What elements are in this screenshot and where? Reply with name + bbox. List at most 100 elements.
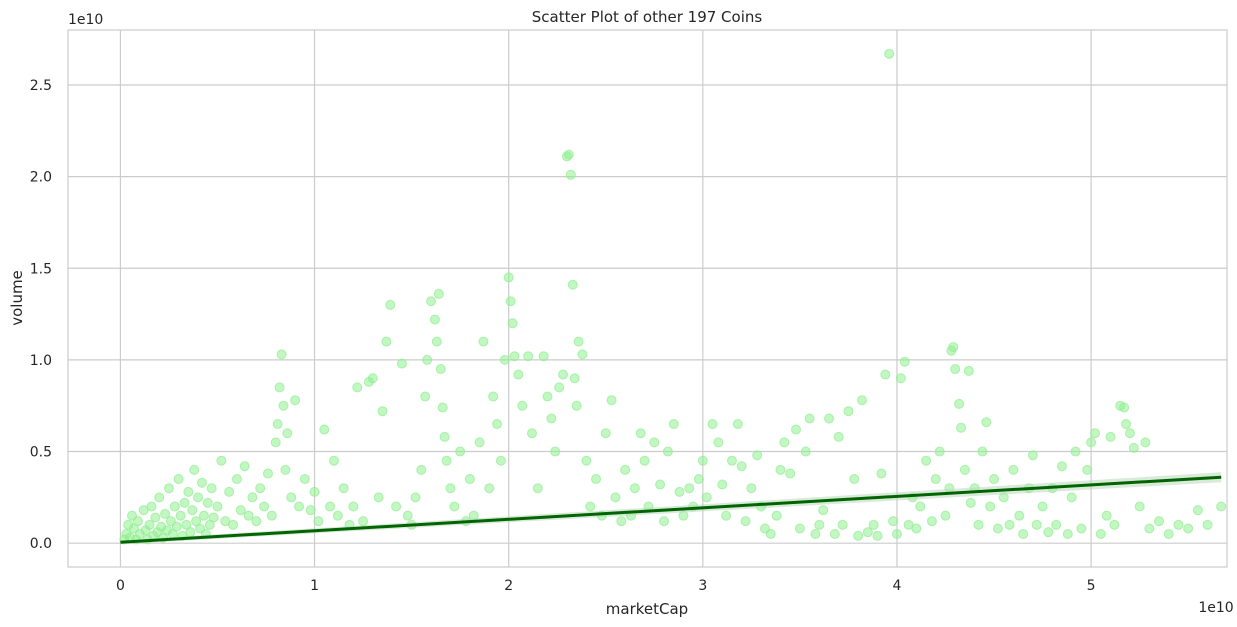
data-point — [278, 400, 289, 411]
data-point — [655, 479, 666, 490]
data-point — [814, 519, 825, 530]
data-point — [810, 529, 821, 540]
data-point — [169, 501, 180, 512]
data-point — [959, 464, 970, 475]
data-point — [198, 510, 209, 521]
data-point — [779, 437, 790, 448]
data-point — [426, 296, 437, 307]
data-point — [358, 516, 369, 527]
data-point — [606, 395, 617, 406]
data-point — [992, 523, 1003, 534]
plot-area — [68, 30, 1227, 567]
data-point — [282, 428, 293, 439]
data-point — [563, 149, 574, 160]
data-point — [954, 398, 965, 409]
data-point — [1140, 437, 1151, 448]
data-point — [693, 474, 704, 485]
data-point — [239, 461, 250, 472]
data-point — [150, 512, 161, 523]
data-point — [449, 501, 460, 512]
data-point — [499, 354, 510, 365]
data-point — [523, 351, 534, 362]
data-points — [119, 48, 1227, 545]
data-point — [818, 505, 829, 516]
data-point — [1062, 529, 1073, 540]
data-point — [746, 483, 757, 494]
data-point — [206, 483, 217, 494]
data-point — [154, 492, 165, 503]
data-point — [367, 373, 378, 384]
data-point — [309, 486, 320, 497]
data-point — [629, 483, 640, 494]
data-point — [272, 419, 283, 430]
y-tick-label: 1.0 — [30, 353, 52, 369]
data-point — [1202, 519, 1213, 530]
data-point — [224, 486, 235, 497]
data-point — [416, 464, 427, 475]
data-point — [1051, 519, 1062, 530]
data-point — [1008, 464, 1019, 475]
data-point — [868, 519, 879, 530]
data-point — [973, 519, 984, 530]
data-point — [1128, 442, 1139, 453]
data-point — [1101, 510, 1112, 521]
data-point — [332, 510, 343, 521]
data-point — [1089, 428, 1100, 439]
data-point — [829, 529, 840, 540]
data-point — [732, 419, 743, 430]
data-point — [965, 497, 976, 508]
x-tick-label: 0 — [116, 578, 125, 594]
data-point — [262, 468, 273, 479]
data-point — [833, 431, 844, 442]
data-point — [1144, 523, 1155, 534]
data-point — [338, 483, 349, 494]
data-point — [247, 492, 258, 503]
data-point — [1043, 527, 1054, 538]
data-point — [985, 501, 996, 512]
data-point — [752, 450, 763, 461]
data-point — [325, 501, 336, 512]
y-axis-label: volume — [8, 270, 26, 326]
data-point — [1124, 428, 1135, 439]
data-point — [585, 501, 596, 512]
data-point — [775, 464, 786, 475]
data-point — [299, 474, 310, 485]
data-point — [526, 428, 537, 439]
data-point — [1109, 519, 1120, 530]
x-tick-labels: 0 1 2 3 4 5 — [116, 578, 1096, 594]
data-point — [950, 364, 961, 375]
data-point — [707, 419, 718, 430]
data-point — [558, 369, 569, 380]
data-point — [684, 483, 695, 494]
y-tick-label: 0.0 — [30, 536, 52, 552]
data-point — [849, 474, 860, 485]
data-point — [183, 486, 194, 497]
data-point — [876, 468, 887, 479]
data-point — [824, 413, 835, 424]
data-point — [1082, 464, 1093, 475]
data-point — [804, 413, 815, 424]
data-point — [1095, 529, 1106, 540]
data-point — [550, 446, 561, 457]
data-point — [255, 483, 266, 494]
data-point — [1119, 402, 1130, 413]
data-point — [940, 510, 951, 521]
data-point — [208, 512, 219, 523]
data-point — [1134, 501, 1145, 512]
data-point — [1076, 523, 1087, 534]
data-point — [175, 510, 186, 521]
data-point — [989, 474, 1000, 485]
data-point — [857, 395, 868, 406]
data-point — [455, 446, 466, 457]
data-point — [160, 508, 171, 519]
data-point — [538, 351, 549, 362]
data-point — [1173, 519, 1184, 530]
data-point — [385, 299, 396, 310]
data-point — [610, 492, 621, 503]
data-point — [391, 501, 402, 512]
data-point — [659, 516, 670, 527]
data-point — [381, 336, 392, 347]
data-point — [235, 505, 246, 516]
data-point — [396, 358, 407, 369]
plot-frame — [67, 29, 1228, 568]
